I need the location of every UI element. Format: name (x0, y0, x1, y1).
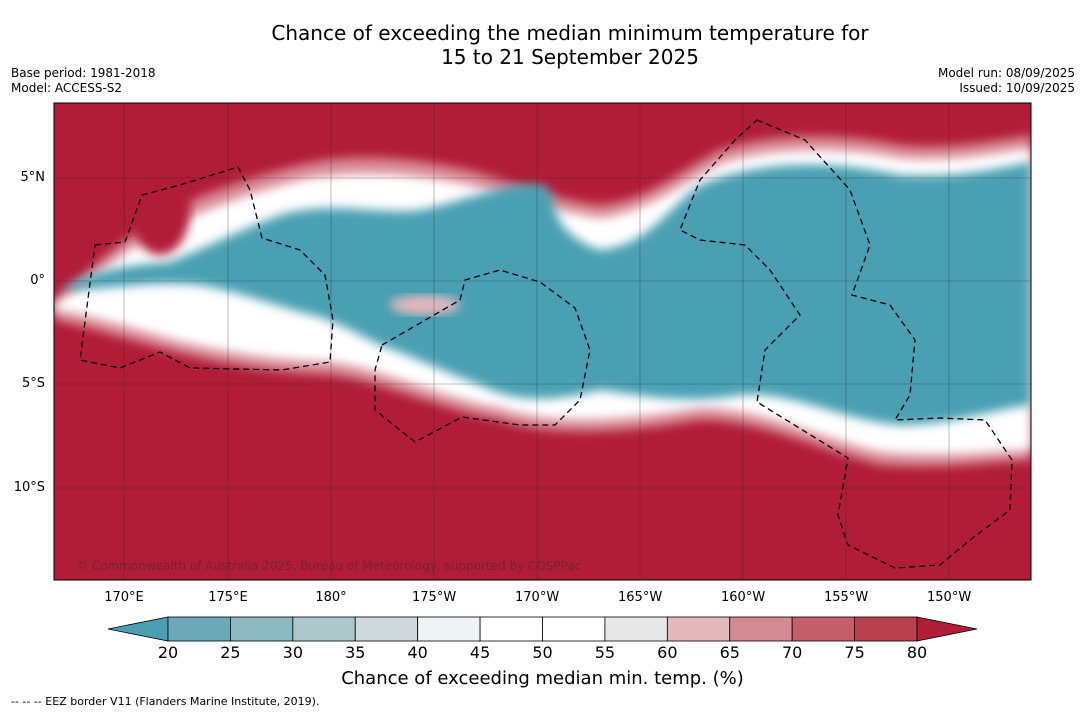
issued-text: Issued: 10/09/2025 (959, 81, 1075, 95)
colorbar-bin (417, 616, 481, 642)
colorbar-extend-high (916, 616, 978, 642)
longitude-label: 175°E (208, 590, 248, 605)
colorbar-bin (604, 616, 668, 642)
colorbar-tick-label: 55 (594, 643, 616, 662)
eez-borders (79, 119, 1013, 569)
longitude-label: 170°W (515, 590, 560, 605)
colorbar-title: Chance of exceeding median min. temp. (%… (341, 668, 744, 689)
longitude-label: 155°W (824, 590, 869, 605)
gridlines (54, 103, 1031, 580)
latitude-label: 0° (30, 273, 45, 288)
colorbar-tick-label: 80 (906, 643, 928, 662)
map-title: Chance of exceeding the median minimum t… (0, 21, 1085, 69)
colorbar-bin (292, 616, 356, 642)
colorbar-bin (854, 616, 918, 642)
colorbar-bin (167, 616, 231, 642)
eez-border-kiribati-gilbert (79, 166, 334, 371)
colorbar-tick-label: 40 (407, 643, 428, 662)
colorbar-tick-label: 30 (282, 643, 303, 662)
colorbar (107, 616, 978, 642)
colorbar-tick-label: 35 (345, 643, 366, 662)
colorbar-tick-label: 50 (532, 643, 553, 662)
colorbar-tick-label: 65 (719, 643, 740, 662)
latitude-label: 5°N (20, 170, 46, 185)
colorbar-bin (230, 616, 294, 642)
colorbar-tick-label: 20 (157, 643, 179, 662)
colorbar-bin (354, 616, 419, 642)
longitude-label: 175°W (412, 590, 457, 605)
model-run-text: Model run: 08/09/2025 (937, 66, 1075, 80)
longitude-label: 165°W (618, 590, 663, 605)
model-text: Model: ACCESS-S2 (11, 81, 123, 95)
title-line-2: 15 to 21 September 2025 (441, 45, 699, 69)
longitude-label: 170°E (104, 590, 144, 605)
warm-spot (390, 295, 460, 315)
longitude-label: 160°W (721, 590, 766, 605)
warm-spot-west (130, 165, 190, 255)
meta-left: Base period: 1981-2018 Model: ACCESS-S2 (11, 66, 156, 96)
latitude-label: 10°S (13, 480, 45, 495)
colorbar-tick-label: 25 (220, 643, 241, 662)
colorbar-bin (542, 616, 606, 642)
eez-footnote: -- -- -- EEZ border V11 (Flanders Marine… (11, 695, 320, 708)
colorbar-tick-label: 70 (781, 643, 803, 662)
copyright-text: © Commonwealth of Australia 2025, Bureau… (76, 559, 582, 573)
probability-field (54, 103, 1031, 580)
longitude-label: 180° (315, 590, 347, 605)
base-period-text: Base period: 1981-2018 (11, 66, 156, 80)
latitude-label: 5°S (21, 376, 45, 391)
colorbar-bin (479, 616, 543, 642)
colorbar-tick-label: 45 (469, 643, 491, 662)
meta-right: Model run: 08/09/2025 Issued: 10/09/2025 (938, 66, 1075, 96)
longitude-label: 150°W (927, 590, 972, 605)
colorbar-bin (666, 616, 731, 642)
colorbar-extend-low (107, 616, 169, 642)
colorbar-tick-label: 60 (657, 643, 678, 662)
cool-region (60, 162, 1031, 425)
colorbar-tick-label: 75 (844, 643, 865, 662)
colorbar-bin (729, 616, 793, 642)
eez-border-kiribati-phoenix (374, 269, 591, 443)
colorbar-bin (791, 616, 855, 642)
map-frame (53, 102, 1032, 581)
title-line-1: Chance of exceeding the median minimum t… (271, 21, 869, 45)
eez-border-kiribati-line (679, 119, 1013, 569)
